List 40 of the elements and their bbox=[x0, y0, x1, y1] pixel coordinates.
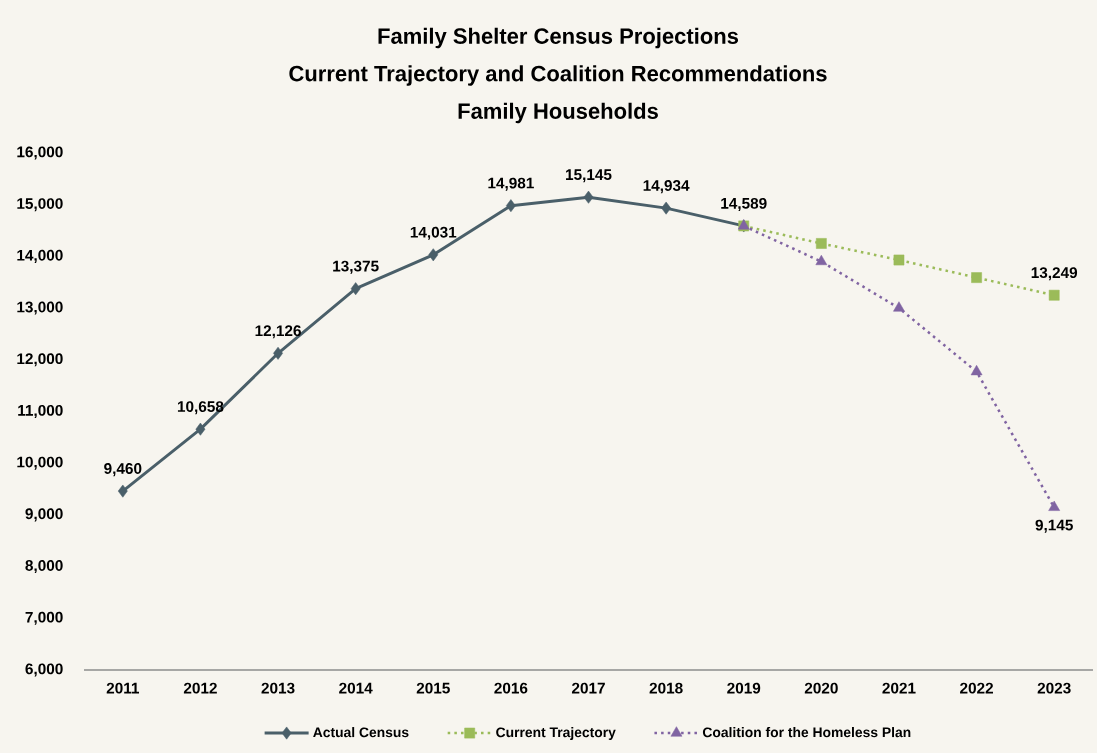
data-label: 15,145 bbox=[566, 169, 612, 183]
data-label: 9,460 bbox=[104, 463, 142, 477]
chart-title: Family Shelter Census Projections bbox=[378, 27, 739, 49]
legend-label: Actual Census bbox=[313, 727, 409, 738]
y-tick-label: 15,000 bbox=[17, 198, 63, 212]
x-tick-label: 2018 bbox=[649, 682, 683, 694]
x-tick-label: 2015 bbox=[416, 682, 450, 694]
data-label: 14,981 bbox=[488, 177, 534, 191]
y-tick-label: 6,000 bbox=[25, 663, 63, 677]
y-tick-label: 16,000 bbox=[17, 146, 63, 160]
x-tick-label: 2023 bbox=[1037, 682, 1071, 694]
x-tick-label: 2012 bbox=[183, 682, 217, 694]
x-tick-label: 2020 bbox=[804, 682, 838, 694]
x-tick-label: 2022 bbox=[960, 682, 993, 694]
x-tick-label: 2021 bbox=[882, 682, 916, 694]
text: Family Households bbox=[458, 102, 658, 124]
data-label: 13,249 bbox=[1031, 267, 1078, 281]
x-tick-label: 2019 bbox=[727, 682, 761, 694]
y-tick-label: 14,000 bbox=[17, 249, 63, 263]
data-label: 12,126 bbox=[255, 325, 301, 339]
y-tick-label: 13,000 bbox=[17, 301, 63, 315]
y-tick-label: 11,000 bbox=[18, 404, 63, 419]
x-tick-label: 2014 bbox=[339, 682, 373, 694]
legend-label: Current Trajectory bbox=[496, 727, 616, 740]
x-tick-label: 2016 bbox=[494, 682, 528, 694]
x-tick-label: 2011 bbox=[106, 682, 140, 694]
y-tick-label: 8,000 bbox=[25, 560, 63, 574]
y-tick-label: 7,000 bbox=[25, 611, 63, 625]
data-label: 9,145 bbox=[1035, 519, 1073, 533]
data-label: 14,589 bbox=[721, 197, 767, 211]
data-label: 14,934 bbox=[643, 180, 690, 194]
data-label: 13,375 bbox=[333, 260, 379, 274]
y-tick-label: 9,000 bbox=[25, 508, 63, 522]
x-tick-label: 2017 bbox=[571, 682, 605, 694]
data-label: 14,031 bbox=[410, 226, 457, 240]
legend-label: Coalition for the Homeless Plan bbox=[702, 727, 911, 738]
y-tick-label: 10,000 bbox=[17, 456, 63, 470]
y-tick-label: 12,000 bbox=[17, 353, 63, 367]
x-tick-label: 2013 bbox=[261, 682, 295, 694]
chart-subtitle: Current Trajectory and Coalition Recommendations bbox=[289, 65, 827, 86]
